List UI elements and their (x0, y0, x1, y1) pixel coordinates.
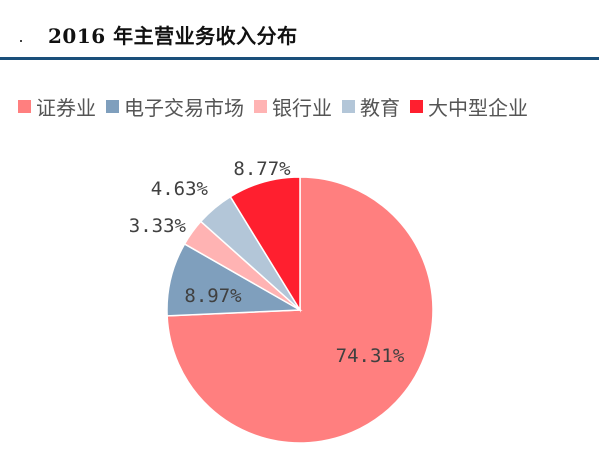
legend-item-banking: 银行业 (254, 92, 332, 121)
legend-item-e-trading-market: 电子交易市场 (106, 92, 244, 121)
legend-swatch (410, 100, 423, 113)
legend-label: 教育 (360, 96, 400, 120)
legend-label: 电子交易市场 (124, 96, 244, 120)
title-underline (0, 57, 599, 60)
bullet-dot (20, 40, 22, 42)
legend-label: 证券业 (36, 96, 96, 120)
pie-slice (229, 176, 301, 313)
chart-title: 2016 年主营业务收入分布 (48, 24, 298, 48)
slice-percent-label: 8.97% (184, 285, 242, 307)
legend: 证券业 电子交易市场 银行业 教育 大中型企业 (18, 92, 538, 121)
legend-swatch (342, 100, 355, 113)
legend-item-education: 教育 (342, 92, 400, 121)
legend-item-large-enterprise: 大中型企业 (410, 92, 528, 121)
legend-swatch (254, 100, 267, 113)
slice-percent-label: 4.63% (151, 178, 209, 200)
slice-percent-label: 8.77% (233, 158, 291, 180)
slice-percent-label: 3.33% (129, 215, 187, 237)
legend-label: 银行业 (272, 96, 332, 120)
legend-swatch (18, 100, 31, 113)
legend-swatch (106, 100, 119, 113)
slice-percent-label: 74.31% (336, 345, 405, 367)
legend-label: 大中型企业 (428, 96, 528, 120)
legend-item-securities: 证券业 (18, 92, 96, 121)
